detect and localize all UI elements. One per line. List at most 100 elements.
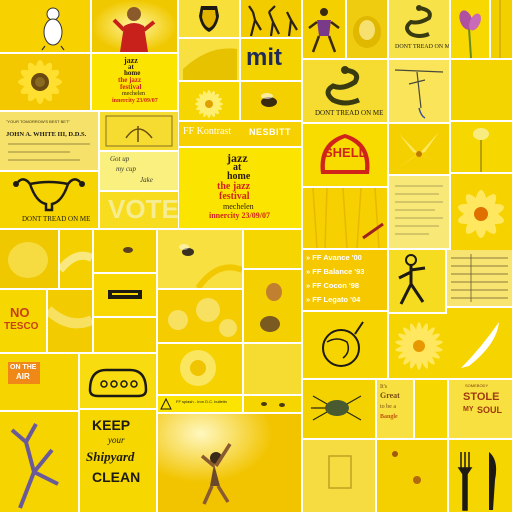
vote-poster-tile: VOTE <box>100 192 178 228</box>
white-feather-tile <box>447 308 512 378</box>
great-line-3: to be a <box>380 404 396 410</box>
font-list-tile: » FF Avance '00 » FF Balance '93 » FF Co… <box>303 250 387 310</box>
uterus-icon <box>0 172 98 228</box>
yellow-plate-image <box>179 39 239 80</box>
jazz-poster-tile-2: jazz at home the jazz festival mechelen … <box>179 148 301 228</box>
keep-line-4: CLEAN <box>92 469 141 485</box>
uterus-caption: DONT TREAD ON ME <box>22 215 91 223</box>
petal-closeup-image <box>60 230 92 288</box>
bees-tile <box>244 396 301 412</box>
on-air-sign-tile: ON THE AIR <box>0 354 78 410</box>
wall-stain-tile <box>377 440 447 512</box>
purple-branch-tile <box>0 412 78 512</box>
jazz2-line-1: jazz <box>227 151 248 165</box>
warning-triangle-icon <box>160 397 172 410</box>
stink-bug-image <box>303 380 375 438</box>
keep-line-2: your <box>108 435 125 445</box>
dandelion-image <box>158 344 242 394</box>
purple-flower-image <box>451 0 489 58</box>
frog-blur-tile <box>347 0 387 58</box>
great-line-1: It's <box>380 384 388 390</box>
jazz2-line-5: festival <box>219 191 250 202</box>
white-feather-image <box>447 308 512 378</box>
plain-yellow-image-3 <box>415 380 447 438</box>
fork-and-knife-tile <box>449 440 512 512</box>
uterus-flag-tile: DONT TREAD ON ME <box>0 172 98 228</box>
gadsden-flag-tile-1: DONT TREAD ON ME <box>389 0 449 58</box>
great-line-2: Great <box>380 391 400 400</box>
vote-text: VOTE <box>108 194 178 224</box>
dancers-silhouette-tile <box>241 0 301 37</box>
note-line-2: my cup <box>116 165 137 173</box>
yellow-daisy-tile <box>179 82 239 120</box>
yellow-stripe-image <box>491 0 512 58</box>
wall-fixture-image <box>303 440 375 512</box>
duck-sketch-image <box>0 0 90 52</box>
great-sticker-tile: It's Great to be a Bangle <box>377 380 413 438</box>
branch-drawing-image <box>389 60 449 122</box>
blurred-yellow-tile-3 <box>94 318 156 352</box>
printed-table-tile <box>447 250 512 306</box>
daisies-cluster-tile <box>158 290 242 342</box>
orange-flower-image <box>451 174 512 250</box>
sitting-figure-image <box>303 0 345 58</box>
coiled-snake-icon <box>389 0 449 58</box>
stole-line-4: SOUL <box>477 405 503 415</box>
lamborghini-logo-image <box>179 0 239 37</box>
keep-line-3: Shipyard <box>86 449 135 464</box>
purple-flower-tile <box>451 0 489 58</box>
stole-line-1: SOMEBODY <box>465 383 489 388</box>
onair-line-2: AIR <box>16 372 30 381</box>
red-shirt-man-tile <box>92 0 177 52</box>
jazz1-line-7: innercity 23/09/07 <box>112 98 158 104</box>
wall-fixture-tile <box>303 440 375 512</box>
jazz2-line-6: mechelen <box>223 202 254 211</box>
font-item-4: » FF Legato '04 <box>306 295 361 304</box>
type-ad-brand: FF Kontrast <box>183 126 232 137</box>
daisies-cluster-image <box>158 290 242 342</box>
type-ad-maker: NESBITT <box>249 127 292 137</box>
insect-on-flower-tile <box>94 230 156 272</box>
business-card-tile: "YOUR TOMORROW'S BEST BET" JOHN A. WHITE… <box>0 112 98 170</box>
sunflower-tile <box>0 54 90 110</box>
keep-line-1: KEEP <box>92 417 131 433</box>
gadsden-caption-2: DONT TREAD ON ME <box>315 109 384 117</box>
nesbitt-type-ad-tile: FF Kontrast NESBITT <box>179 122 301 146</box>
sign-text: FF splash - Iron D.C. bulletin <box>176 399 227 404</box>
phoenix-badge-tile <box>100 112 178 150</box>
receipt-image <box>389 176 449 248</box>
bee-image <box>241 82 301 120</box>
great-line-4: Bangle <box>380 414 398 420</box>
yellow-lily-image <box>389 124 449 174</box>
notesco-line-2: TESCO <box>4 321 39 332</box>
dandelion-tile <box>158 344 242 394</box>
shell-text: SHELL <box>324 145 367 160</box>
jumping-girl-tile <box>158 414 301 512</box>
lamborghini-logo-tile <box>179 0 239 37</box>
blurred-yellow-tile-1 <box>0 230 58 288</box>
flower-bud-image <box>451 122 512 172</box>
receipt-tile <box>389 176 449 248</box>
gadsden-flag-tile-2: DONT TREAD ON ME <box>303 60 387 122</box>
cloud-car-icon <box>80 354 156 408</box>
mit-text: mit <box>246 44 282 71</box>
stick-figure-tile <box>389 250 445 312</box>
blurred-yellow-image-1 <box>0 230 58 288</box>
jazz1-line-6: mechelen <box>122 91 145 97</box>
note-line-3: Jake <box>140 176 153 184</box>
sitting-figure-tile <box>303 0 345 58</box>
jazz1-line-1: jazz <box>124 56 138 65</box>
card-name: JOHN A. WHITE III, D.D.S. <box>6 131 87 138</box>
font-item-3: » FF Cocon '98 <box>306 281 360 290</box>
note-line-1: Got up <box>110 155 130 163</box>
mit-sign-tile: mit <box>241 39 301 80</box>
stole-line-3: MY <box>463 406 474 413</box>
gadsden-caption-1: DONT TREAD ON ME <box>395 44 449 50</box>
printed-table-image <box>447 250 512 306</box>
blurred-yellow-tile-2 <box>48 290 92 352</box>
orange-flower-tile <box>451 174 512 250</box>
dog-photo-image <box>244 270 301 342</box>
paint-streaks-tile <box>303 188 387 248</box>
yellow-daisy-image-2 <box>389 314 449 378</box>
